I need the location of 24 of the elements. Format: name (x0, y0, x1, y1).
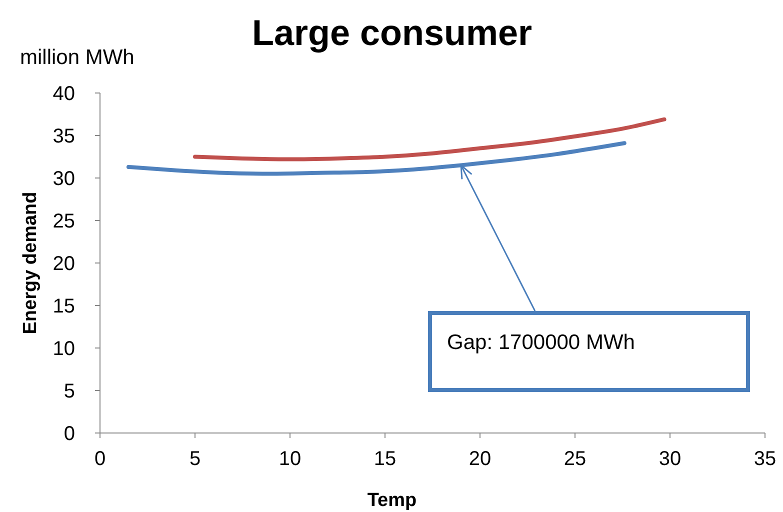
y-axis-title: Energy demand (20, 192, 41, 334)
line-series (193, 117, 666, 162)
x-tick-label: 5 (189, 448, 201, 470)
x-tick-label: 25 (564, 448, 586, 470)
line-series (126, 141, 626, 176)
y-tick-label: 0 (64, 423, 75, 445)
y-tick-label: 40 (52, 83, 75, 105)
x-tick-label: 10 (278, 448, 302, 470)
x-tick-label: 20 (468, 448, 492, 470)
x-tick-label: 30 (658, 448, 682, 470)
y-tick-label: 5 (64, 380, 75, 402)
text: million MWh (20, 46, 134, 69)
x-axis-title: Temp (367, 490, 417, 511)
x-tick-label: 35 (754, 448, 776, 470)
y-tick-label: 20 (52, 253, 75, 275)
y-tick-label: 15 (52, 296, 75, 318)
y-tick-label: 25 (52, 210, 75, 232)
x-tick-label: 15 (374, 448, 396, 470)
chart-title: Large consumer (252, 12, 532, 53)
x-tick-label: 0 (94, 448, 106, 470)
y-tick-label: 10 (52, 338, 75, 360)
y-tick-label: 30 (52, 168, 75, 190)
y-tick-label: 35 (52, 126, 75, 148)
annotation: Gap: 1700000 MWh (447, 331, 635, 354)
